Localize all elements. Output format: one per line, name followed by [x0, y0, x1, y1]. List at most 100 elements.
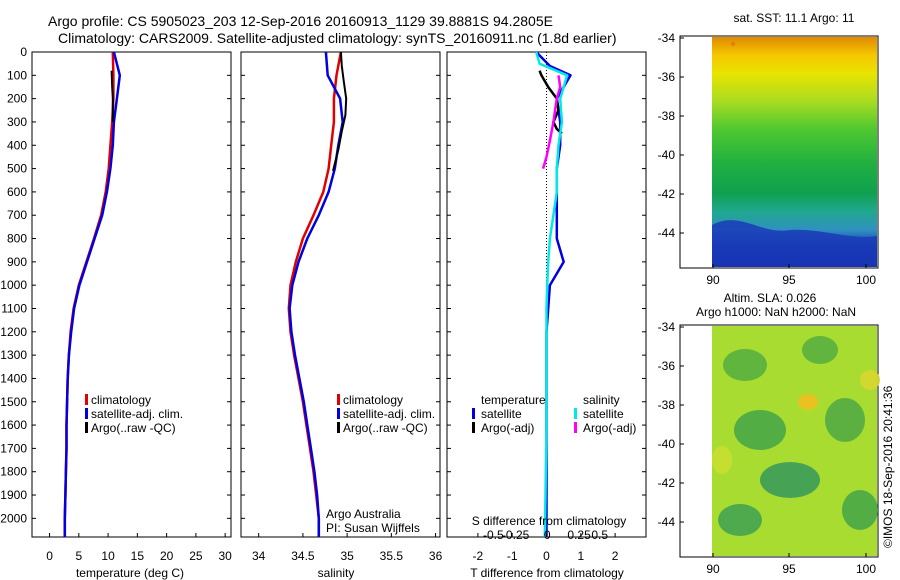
series-line-argo-raw-qc- [332, 51, 348, 172]
credit-note-1: Argo Australia [326, 507, 401, 521]
series-line-argo-raw-qc- [110, 70, 114, 122]
legend-swatch-satellite [85, 408, 88, 419]
legend-label-t-satellite: satellite [481, 407, 522, 421]
depth-tick-label: 1600 [0, 418, 27, 432]
map-lon-tick-label: 100 [856, 273, 876, 287]
x-tick-label: 2 [612, 549, 619, 563]
series-layer [63, 51, 572, 538]
map-lat-tick-label: -38 [658, 398, 676, 412]
credit-note-2: PI: Susan Wijffels [326, 521, 420, 535]
map-lon-tick-label: 95 [782, 562, 796, 576]
x-tick-label: 35.5 [380, 549, 404, 563]
series-line-satellite-adj-clim- [63, 51, 122, 537]
legend-label-argo: Argo(..raw -QC) [343, 421, 428, 435]
legend-label-s-argo: Argo(-adj) [583, 421, 636, 435]
x-tick-label: 10 [101, 549, 115, 563]
x-tick-labels: 0 5 10 15 20 25 30 34 34.5 35 35.5 36 -2 -1 0 1 2 -0.5-0.… [46, 528, 619, 563]
depth-axis-labels: 0 100 200 300 400 500 600 700 800 900 1000 1100 1200… [0, 45, 27, 525]
depth-tick-label: 900 [7, 255, 27, 269]
depth-tick-label: 800 [7, 232, 27, 246]
map-lon-tick-label: 90 [706, 273, 720, 287]
map-lat-tick-label: -34 [658, 31, 676, 45]
map-lon-tick-label: 90 [706, 562, 720, 576]
x-tick-label: 25 [189, 549, 203, 563]
x-tick-label: 0 [543, 549, 550, 563]
legend-label-t-argo: Argo(-adj) [481, 421, 534, 435]
sla-map-blobs [712, 336, 880, 536]
map-lat-tick-label: -42 [658, 187, 676, 201]
s-diff-tick-label: 0 [544, 528, 551, 542]
s-diff-tick-label: 0.25 [567, 528, 591, 542]
sst-map-deep-blue-region [712, 220, 877, 267]
depth-tick-label: 600 [7, 185, 27, 199]
map-lat-tick-label: -40 [658, 437, 676, 451]
depth-tick-label: 1200 [0, 325, 27, 339]
temperature-legend: climatology satellite-adj. clim. Argo(..… [85, 393, 183, 435]
s-diff-tick-label: -0.5 [483, 528, 504, 542]
depth-tick-label: 1400 [0, 371, 27, 385]
series-line-climatology [287, 51, 343, 537]
s-diff-tick-label: -0.25 [502, 528, 530, 542]
legend-label-climatology: climatology [91, 393, 151, 407]
map-lon-tick-label: 95 [782, 273, 796, 287]
legend-swatch-t-argo [472, 422, 475, 433]
depth-tick-label: 2000 [0, 511, 27, 525]
x-tick-label: 15 [131, 549, 145, 563]
legend-temp-title: temperature [481, 393, 546, 407]
map-lat-tick-label: -38 [658, 109, 676, 123]
depth-tick-label: 300 [7, 115, 27, 129]
legend-label-argo: Argo(..raw -QC) [91, 421, 176, 435]
series-line-climatology [63, 51, 115, 537]
tick-marks [32, 51, 646, 519]
legend-swatch-satellite [337, 408, 340, 419]
depth-tick-label: 1000 [0, 278, 27, 292]
depth-tick-label: 1500 [0, 395, 27, 409]
legend-swatch-s-satellite [574, 408, 577, 419]
x-tick-label: -1 [507, 549, 518, 563]
sst-map-title: sat. SST: 11.1 Argo: 11 [734, 11, 855, 25]
x-tick-label: 1 [577, 549, 584, 563]
legend-label-satellite: satellite-adj. clim. [91, 407, 183, 421]
legend-swatch-argo [85, 422, 88, 433]
series-line-argo-adj- [538, 70, 563, 135]
salinity-xlabel: salinity [318, 566, 355, 580]
depth-tick-label: 200 [7, 92, 27, 106]
legend-label-s-satellite: satellite [583, 407, 624, 421]
map-lat-tick-label: -36 [658, 70, 676, 84]
legend-label-climatology: climatology [343, 393, 403, 407]
sla-map-title-1: Altim. SLA: 0.026 [724, 291, 817, 305]
temperature-plot-frame [31, 51, 232, 538]
x-tick-label: 34 [252, 549, 266, 563]
difference-top-label: S difference from climatology [472, 514, 627, 528]
map-lat-tick-label: -44 [658, 226, 676, 240]
depth-tick-label: 500 [7, 162, 27, 176]
difference-xlabel: T difference from climatology [470, 566, 624, 580]
legend-swatch-climatology [337, 394, 340, 405]
temperature-xlabel: temperature (deg C) [76, 566, 184, 580]
map-axis-labels: -34 -36 -38 -40 -42 -44 90 95 100 -34 -36 -38 -40 -42… [658, 31, 877, 576]
x-tick-label: 20 [160, 549, 174, 563]
imos-credit: ©IMOS 18-Sep-2016 20:41:36 [881, 385, 895, 548]
legend-swatch-argo [337, 422, 340, 433]
series-line-satellite [534, 51, 569, 538]
difference-legend: temperature salinity satellite Argo(-adj… [472, 393, 636, 435]
map-lat-tick-label: -36 [658, 359, 676, 373]
x-tick-label: 36 [429, 549, 443, 563]
map-lat-tick-label: -34 [658, 320, 676, 334]
legend-sal-title: salinity [583, 393, 620, 407]
argo-position-marker [731, 42, 735, 46]
map-lon-tick-label: 100 [856, 562, 876, 576]
map-lat-tick-label: -40 [658, 148, 676, 162]
x-tick-label: -2 [473, 549, 484, 563]
x-tick-label: 30 [218, 549, 232, 563]
x-tick-label: 0 [46, 549, 53, 563]
map-lat-tick-label: -42 [658, 476, 676, 490]
depth-tick-label: 1900 [0, 488, 27, 502]
map-lat-tick-label: -44 [658, 515, 676, 529]
depth-tick-label: 1700 [0, 441, 27, 455]
legend-swatch-t-satellite [472, 408, 475, 419]
depth-tick-label: 700 [7, 208, 27, 222]
legend-swatch-s-argo [574, 422, 577, 433]
depth-tick-label: 1800 [0, 465, 27, 479]
